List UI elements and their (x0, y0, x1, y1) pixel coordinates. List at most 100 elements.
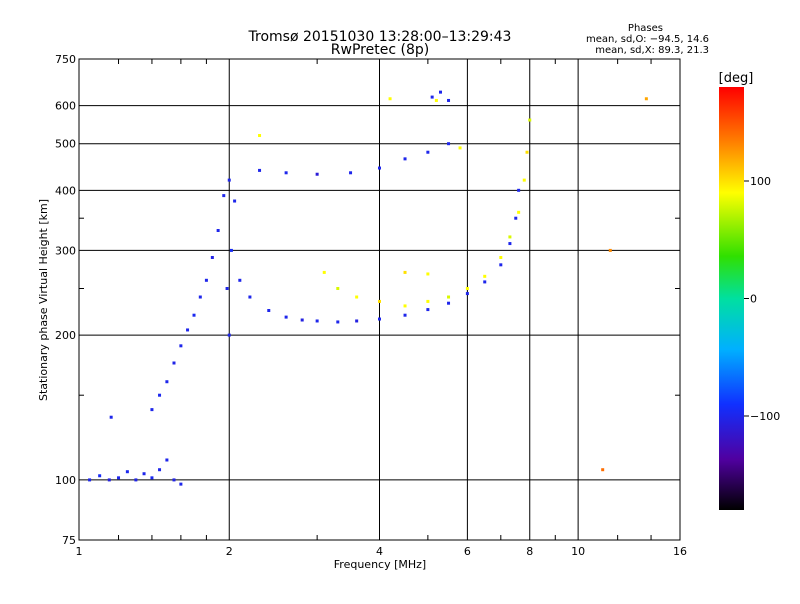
o-mode-point (125, 470, 129, 474)
x-axis-label: Frequency [MHz] (334, 558, 426, 571)
o-mode-point (172, 478, 176, 482)
x-mode-point (483, 274, 487, 278)
o-mode-point (403, 157, 407, 161)
o-mode-point (447, 142, 451, 146)
x-mode-point (426, 299, 430, 303)
o-mode-point (426, 308, 430, 312)
o-mode-point (447, 301, 451, 305)
x-mode-point (601, 468, 605, 472)
x-mode-point (517, 210, 521, 214)
o-mode-point (142, 472, 146, 476)
o-mode-point (179, 482, 183, 486)
o-mode-point (315, 172, 319, 176)
o-mode-point (150, 476, 154, 480)
o-mode-point (204, 278, 208, 282)
o-mode-point (447, 98, 451, 102)
x-tick-label: 2 (226, 545, 233, 558)
chart-title: Tromsø 20151030 13:28:00–13:29:43 (248, 29, 512, 45)
o-mode-point (216, 228, 220, 232)
x-mode-point (403, 270, 407, 274)
y-tick-label: 500 (55, 138, 76, 151)
o-mode-point (499, 263, 503, 267)
o-mode-point (233, 199, 237, 203)
o-mode-point (179, 344, 183, 348)
o-mode-point (172, 361, 176, 365)
o-mode-point (88, 478, 92, 482)
o-mode-point (378, 166, 381, 170)
o-mode-point (238, 278, 242, 282)
o-mode-point (227, 178, 231, 182)
x-mode-point (458, 146, 462, 150)
plot-frame (78, 58, 681, 541)
o-mode-point (158, 468, 162, 472)
o-mode-point (227, 333, 231, 337)
x-tick-label: 10 (571, 545, 585, 558)
o-mode-point (336, 320, 340, 324)
o-mode-point (465, 292, 469, 296)
y-axis-label: Stationary phase Virtual Height [km] (37, 199, 50, 401)
y-tick-label: 100 (55, 474, 76, 487)
x-tick-label: 4 (376, 545, 383, 558)
o-mode-point (315, 319, 319, 323)
x-mode-point (522, 178, 526, 182)
o-mode-point (134, 478, 138, 482)
o-mode-point (109, 415, 113, 419)
o-mode-point (98, 474, 102, 478)
x-mode-point (403, 304, 407, 308)
y-tick-label: 750 (55, 53, 76, 66)
x-mode-point (465, 286, 469, 290)
x-mode-point (608, 248, 612, 252)
o-mode-point (117, 476, 121, 480)
colorbar-label: [deg] (719, 71, 754, 86)
x-mode-point (426, 272, 430, 276)
phases-heading: Phases (628, 23, 663, 34)
o-mode-point (483, 280, 487, 284)
x-mode-point (258, 134, 262, 138)
o-mode-point (150, 408, 154, 412)
x-mode-point (528, 118, 532, 122)
o-mode-point (165, 380, 169, 384)
o-mode-point (514, 216, 518, 220)
points-layer (88, 90, 648, 486)
x-mode-point (644, 97, 648, 101)
o-mode-point (186, 328, 190, 332)
chart-subtitle: RwPretec (8p) (331, 42, 429, 58)
o-mode-point (300, 318, 304, 322)
x-mode-point (508, 235, 512, 239)
o-mode-point (403, 313, 407, 317)
o-mode-point (508, 242, 512, 246)
y-tick-label: 300 (55, 244, 76, 257)
o-mode-point (248, 295, 252, 299)
o-mode-point (426, 150, 430, 154)
x-mode-point (447, 295, 451, 299)
o-mode-point (192, 313, 196, 317)
x-mode-point (378, 299, 381, 303)
o-mode-point (267, 309, 271, 313)
colorbar-tick-label: 100 (750, 175, 771, 188)
x-mode-point (525, 150, 529, 154)
colorbar-ticks: 100 0 −100 (744, 175, 780, 423)
colorbar-tick-label: 0 (750, 293, 757, 306)
x-mode-point (499, 255, 503, 259)
x-mode-point (336, 286, 340, 290)
y-tick-label: 400 (55, 184, 76, 197)
y-tick-label: 200 (55, 329, 76, 342)
o-mode-point (165, 458, 169, 462)
o-mode-point (284, 171, 288, 175)
phases-o-stats: mean, sd,O: −94.5, 14.6 (586, 34, 709, 45)
o-mode-point (378, 317, 381, 321)
x-mode-point (388, 97, 392, 101)
o-mode-point (439, 90, 443, 94)
y-tick-label: 75 (62, 534, 76, 547)
x-mode-point (322, 270, 326, 274)
x-mode-point (355, 295, 359, 299)
o-mode-point (222, 194, 226, 198)
o-mode-point (284, 315, 288, 319)
tick-layer: 1 2 4 6 8 10 16 75 100 200 300 400 500 600 750 (55, 53, 687, 558)
y-tick-label: 600 (55, 100, 76, 113)
phases-x-stats: mean, sd,X: 89.3, 21.3 (595, 45, 709, 56)
o-mode-point (517, 188, 521, 192)
o-mode-point (225, 286, 229, 290)
